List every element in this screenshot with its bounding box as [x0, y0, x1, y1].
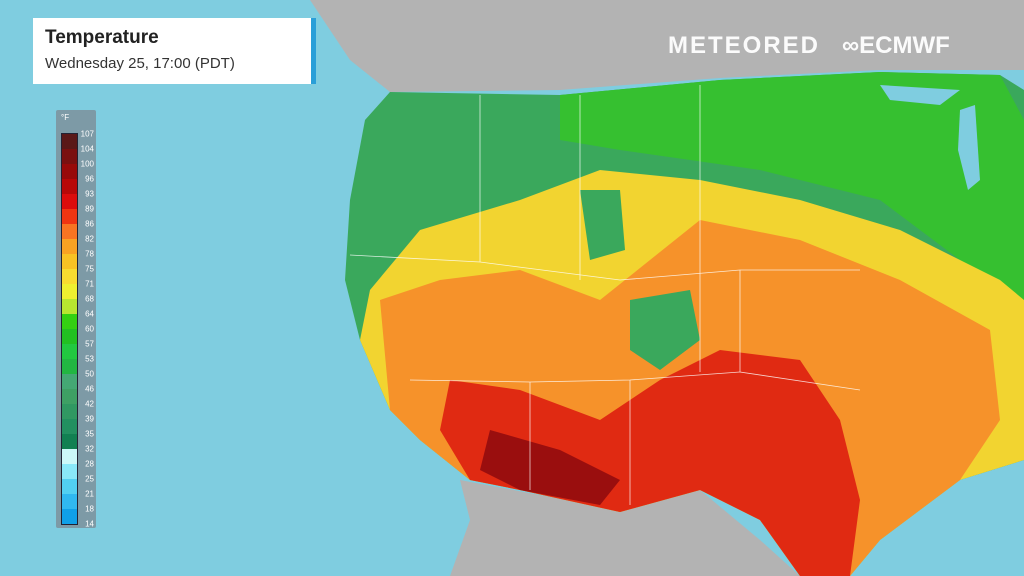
legend-swatch	[62, 344, 77, 359]
legend-label: 18	[85, 504, 94, 514]
legend-label: 82	[85, 234, 94, 244]
lake-superior	[880, 85, 960, 105]
legend-swatch	[62, 179, 77, 194]
legend-label: 104	[80, 144, 94, 154]
legend-unit: °F	[61, 113, 70, 122]
map-timestamp: Wednesday 25, 17:00 (PDT)	[45, 55, 235, 72]
legend-swatch	[62, 164, 77, 179]
legend-label: 68	[85, 294, 94, 304]
legend-swatch	[62, 374, 77, 389]
legend-label: 14	[85, 519, 94, 529]
legend-swatch	[62, 464, 77, 479]
legend-swatch	[62, 419, 77, 434]
legend-swatch	[62, 329, 77, 344]
legend-label: 25	[85, 474, 94, 484]
legend-label: 46	[85, 384, 94, 394]
legend-swatch	[62, 404, 77, 419]
legend-label: 50	[85, 369, 94, 379]
legend-label: 42	[85, 399, 94, 409]
lake-michigan	[958, 105, 980, 190]
ecmwf-swirl-icon: ∞	[842, 32, 860, 59]
title-panel: Temperature Wednesday 25, 17:00 (PDT)	[33, 18, 316, 84]
temperature-legend: °F 107 104 100 96 93 89 86 82 78 75 71 68 64 60 57 53 50…	[56, 110, 96, 529]
legend-label: 64	[85, 309, 94, 319]
mexico-land	[450, 480, 800, 576]
legend-swatch	[62, 149, 77, 164]
legend-swatch	[62, 239, 77, 254]
legend-label: 107	[80, 129, 94, 139]
meteored-logo: METEORED	[668, 32, 821, 59]
legend-swatch	[62, 299, 77, 314]
legend-label: 96	[85, 174, 94, 184]
legend-color-bar	[61, 133, 78, 525]
legend-label: 28	[85, 459, 94, 469]
legend-swatch	[62, 359, 77, 374]
legend-swatch	[62, 284, 77, 299]
legend-label: 78	[85, 249, 94, 259]
legend-swatch	[62, 389, 77, 404]
ecmwf-logo: ∞ECMWF	[842, 32, 950, 60]
canada-land	[310, 0, 1024, 92]
ecmwf-logo-text: ECMWF	[859, 32, 950, 59]
legend-label: 32	[85, 444, 94, 454]
legend-label: 75	[85, 264, 94, 274]
legend-swatch	[62, 209, 77, 224]
legend-swatch	[62, 479, 77, 494]
legend-label: 57	[85, 339, 94, 349]
legend-label: 39	[85, 414, 94, 424]
legend-swatch	[62, 509, 77, 524]
map-title: Temperature	[45, 27, 159, 48]
legend-swatch	[62, 194, 77, 209]
legend-label: 53	[85, 354, 94, 364]
legend-label: 71	[85, 279, 94, 289]
legend-swatch	[62, 254, 77, 269]
legend-swatch	[62, 224, 77, 239]
legend-label: 21	[85, 489, 94, 499]
legend-label: 35	[85, 429, 94, 439]
legend-swatch	[62, 494, 77, 509]
legend-label: 86	[85, 219, 94, 229]
legend-label: 100	[80, 159, 94, 169]
legend-label: 60	[85, 324, 94, 334]
legend-label: 93	[85, 189, 94, 199]
legend-swatch	[62, 449, 77, 464]
legend-swatch	[62, 434, 77, 449]
legend-swatch	[62, 314, 77, 329]
legend-label: 89	[85, 204, 94, 214]
legend-swatch	[62, 134, 77, 149]
legend-swatch	[62, 269, 77, 284]
